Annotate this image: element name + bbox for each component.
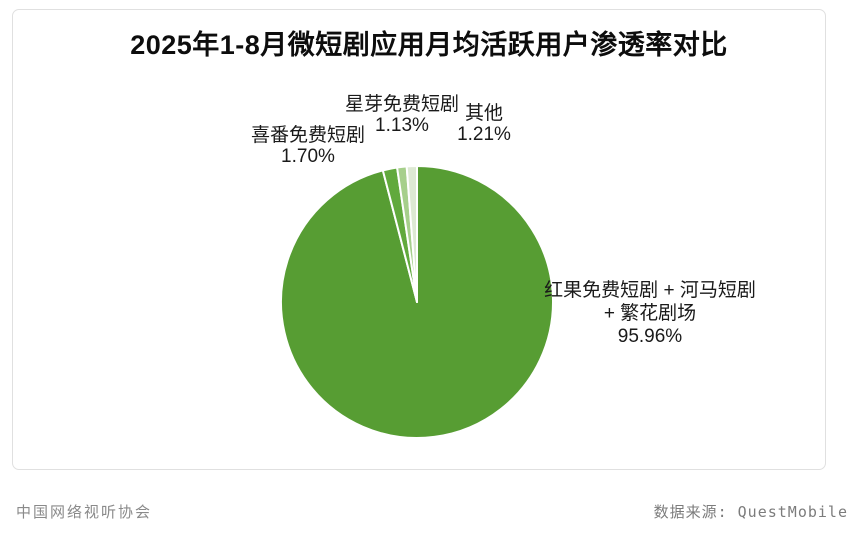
slice-percent: 95.96% <box>617 326 683 347</box>
slice-name-line2: + 繁花剧场 <box>603 303 697 324</box>
slice-name: 喜番免费短剧 <box>250 125 366 146</box>
slice-name: 其他 <box>464 103 503 124</box>
slice-label-hongguo: 红果免费短剧 + 河马短剧 + 繁花剧场 95.96% <box>544 279 756 348</box>
slice-label-xifan: 喜番免费短剧 1.70% <box>251 125 365 167</box>
footer-organization: 中国网络视听协会 <box>16 505 153 521</box>
slice-label-xingya: 星芽免费短剧 1.13% <box>345 94 459 136</box>
slice-name: 星芽免费短剧 <box>344 94 460 115</box>
footer-data-source: 数据来源: QuestMobile <box>653 503 848 521</box>
slice-label-qita: 其他 1.21% <box>457 103 511 145</box>
chart-title: 2025年1-8月微短剧应用月均活跃用户渗透率对比 <box>130 30 728 60</box>
slice-name-line1: 红果免费短剧 + 河马短剧 <box>544 280 756 301</box>
slice-percent: 1.70% <box>281 146 335 167</box>
slice-percent: 1.21% <box>457 124 511 145</box>
pie-slice-3 <box>405 164 418 303</box>
slice-percent: 1.13% <box>375 115 429 136</box>
